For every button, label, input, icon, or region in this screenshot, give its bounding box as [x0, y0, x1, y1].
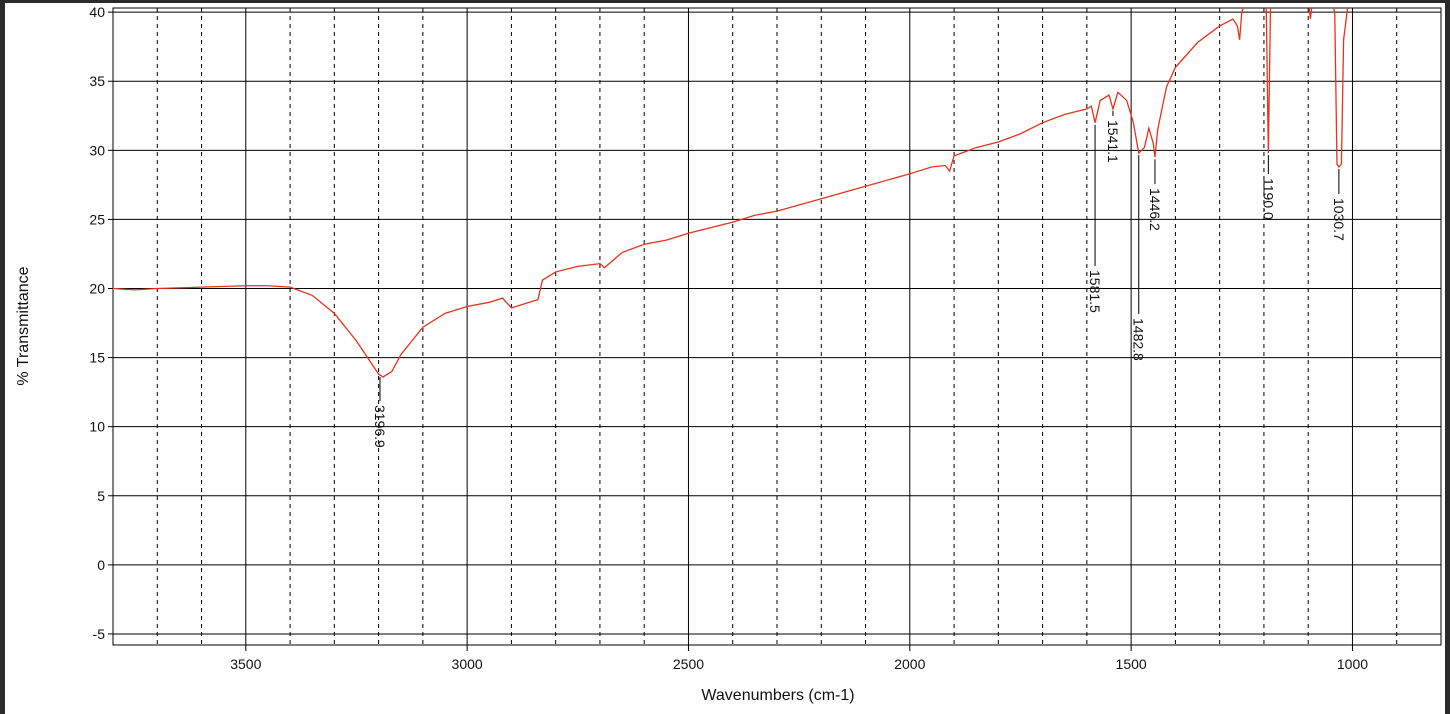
plot-area — [113, 8, 1349, 378]
x-tick-label: 2000 — [894, 656, 925, 672]
x-tick-label: 1500 — [1116, 656, 1147, 672]
y-tick-label: 25 — [89, 211, 105, 227]
peak-label: 1541.1 — [1105, 120, 1121, 163]
spectrum-line — [113, 8, 1349, 378]
peak-label: 1446.2 — [1147, 188, 1163, 231]
peak-label: 1030.7 — [1331, 198, 1347, 241]
x-tick-label: 3000 — [452, 656, 483, 672]
y-tick-label: 15 — [89, 350, 105, 366]
peak-label: 1482.8 — [1131, 318, 1147, 361]
background — [5, 3, 1445, 714]
y-tick-label: 35 — [89, 73, 105, 89]
peak-label: 1581.5 — [1087, 270, 1103, 313]
x-tick-label: 2500 — [673, 656, 704, 672]
y-tick-label: 20 — [89, 281, 105, 297]
y-tick-label: -5 — [93, 626, 106, 642]
y-tick-label: 5 — [97, 488, 105, 504]
y-tick-label: 0 — [97, 557, 105, 573]
x-axis-label: Wavenumbers (cm-1) — [701, 687, 854, 704]
y-tick-label: 30 — [89, 142, 105, 158]
x-tick-label: 3500 — [230, 656, 261, 672]
peak-label: 1190.0 — [1260, 178, 1276, 220]
y-tick-label: 10 — [89, 419, 105, 435]
peak-label: 3196.9 — [372, 405, 388, 448]
y-axis-label: % Transmittance — [15, 266, 32, 385]
y-tick-label: 40 — [89, 4, 105, 20]
x-tick-label: 1000 — [1337, 656, 1368, 672]
